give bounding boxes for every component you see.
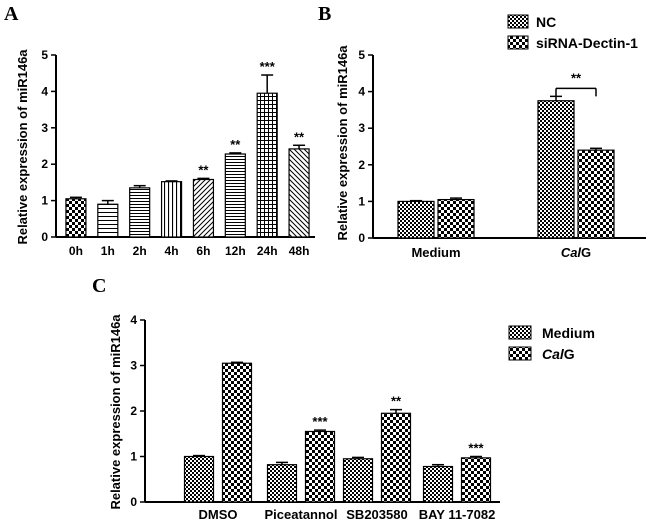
legend-swatch-sirna <box>507 35 529 50</box>
y-tick-label-b: 4 <box>358 85 365 99</box>
x-tick-label-b-g: G <box>581 245 591 260</box>
y-tick-label-b: 5 <box>358 48 365 62</box>
y-tick-label-a: 2 <box>41 157 48 171</box>
legend-label-medium: Medium <box>542 325 595 341</box>
bar-c-Medium-SB203580 <box>342 458 374 503</box>
legend-label-calg: CalG <box>542 346 575 362</box>
legend-swatch-calg <box>508 346 532 361</box>
bar-a-6h <box>192 178 215 238</box>
bar-b-NC-Medium <box>397 200 435 239</box>
x-tick-label-b: CalG <box>561 245 591 260</box>
chart-panel-a: Relative expression of miR146a 0 1 2 3 4 5 0h 1… <box>15 48 315 258</box>
bar-c-CalG-SB203580 <box>380 412 412 503</box>
y-tick-label-a: 3 <box>41 121 48 135</box>
legend-cal: Cal <box>542 346 565 362</box>
bar-b-siRNA-Dectin-1-CalG <box>577 149 615 239</box>
x-tick-label-a: 6h <box>196 244 210 258</box>
x-tick-label-a: 1h <box>101 244 115 258</box>
x-tick-label-c: BAY 11-7082 <box>419 507 496 522</box>
x-tick-label-b-cal: Cal <box>561 245 582 260</box>
bar-b-NC-CalG <box>537 100 575 239</box>
bar-a-2h <box>129 187 151 238</box>
y-tick-label-a: 0 <box>41 230 48 244</box>
significance-a-6h: ** <box>198 162 209 177</box>
bar-a-24h <box>256 92 278 238</box>
x-tick-label-a: 48h <box>289 244 310 258</box>
y-tick-label-c: 0 <box>130 495 137 509</box>
significance-c-BAY 11-7082: *** <box>468 441 484 456</box>
chart-panel-c: Relative expression of miR146a Medium Ca… <box>108 313 595 522</box>
y-tick-label-c: 1 <box>130 450 137 464</box>
bar-b-siRNA-Dectin-1-Medium <box>437 198 475 239</box>
panel-label-c: C <box>92 275 106 297</box>
x-tick-label-a: 2h <box>133 244 147 258</box>
significance-c-SB203580: ** <box>391 394 402 409</box>
x-tick-label-a: 24h <box>257 244 278 258</box>
significance-a-48h: ** <box>294 129 305 144</box>
bar-a-12h <box>224 153 246 238</box>
x-tick-label-c: Piceatannol <box>265 507 338 522</box>
y-axis-label-a: Relative expression of miR146a <box>15 49 30 245</box>
bar-a-4h <box>160 181 183 238</box>
y-tick-label-a: 4 <box>41 84 48 98</box>
y-tick-label-b: 0 <box>358 231 365 245</box>
significance-b: ** <box>571 70 582 85</box>
y-tick-label-b: 2 <box>358 158 365 172</box>
y-axis-label-b: Relative expression of miR146a <box>335 45 350 241</box>
x-tick-label-b: Medium <box>411 245 460 260</box>
bar-a-48h <box>288 148 310 238</box>
y-tick-label-c: 4 <box>130 313 137 327</box>
bar-c-Medium-Piceatannol <box>266 464 298 503</box>
x-tick-label-c: SB203580 <box>346 507 407 522</box>
legend-swatch-medium <box>508 325 532 340</box>
y-tick-label-a: 1 <box>41 194 48 208</box>
bar-c-CalG-BAY 11-7082 <box>460 457 492 503</box>
panel-label-a: A <box>4 3 19 25</box>
y-tick-label-c: 3 <box>130 359 137 373</box>
panel-label-b: B <box>318 3 331 25</box>
bar-a-1h <box>97 203 119 238</box>
bar-a-0h <box>65 198 87 238</box>
bar-c-CalG-DMSO <box>221 362 253 503</box>
significance-a-12h: ** <box>230 137 241 152</box>
x-tick-label-a: 12h <box>225 244 246 258</box>
legend-g: G <box>564 346 575 362</box>
y-tick-label-a: 5 <box>41 48 48 62</box>
legend-swatch-nc <box>507 14 529 29</box>
bar-c-Medium-DMSO <box>183 455 215 503</box>
bar-c-CalG-Piceatannol <box>304 430 336 503</box>
y-tick-label-c: 2 <box>130 404 137 418</box>
x-tick-label-a: 4h <box>165 244 179 258</box>
x-tick-label-c: DMSO <box>199 507 238 522</box>
y-tick-label-b: 3 <box>358 121 365 135</box>
legend-label-nc: NC <box>536 14 556 30</box>
significance-c-Piceatannol: *** <box>312 414 328 429</box>
significance-a-24h: *** <box>260 59 276 74</box>
y-axis-label-c: Relative expression of miR146a <box>108 314 123 510</box>
x-tick-label-a: 0h <box>69 244 83 258</box>
y-tick-label-b: 1 <box>358 194 365 208</box>
chart-panel-b: Relative expression of miR146a NC siRNA-… <box>335 14 646 260</box>
bar-c-Medium-BAY 11-7082 <box>422 465 454 503</box>
legend-label-sirna: siRNA-Dectin-1 <box>536 35 638 51</box>
